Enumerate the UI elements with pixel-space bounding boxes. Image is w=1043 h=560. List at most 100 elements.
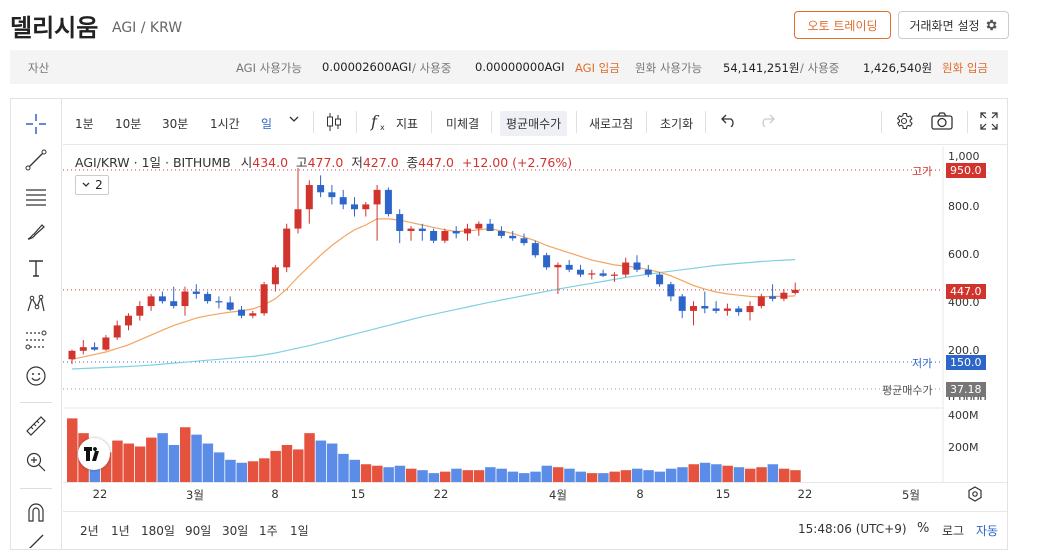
candle-body (701, 306, 709, 309)
toolbar-separator (313, 111, 314, 133)
settings-gear-icon[interactable] (894, 111, 914, 134)
ruler-icon[interactable] (22, 412, 50, 440)
volume-bar (507, 471, 519, 482)
candle-body (238, 309, 245, 316)
toolbar-separator (431, 111, 432, 133)
crosshair-icon[interactable] (22, 110, 50, 138)
unfilled-orders-button[interactable]: 미체결 (446, 117, 480, 131)
axis-settings-icon[interactable] (967, 486, 983, 505)
percent-toggle[interactable]: % (917, 521, 930, 536)
y-tick-label: 800.0 (948, 200, 980, 213)
volume-bar (180, 427, 191, 482)
log-toggle[interactable]: 로그 (942, 524, 965, 538)
volume-bar (157, 433, 168, 482)
volume-bar (202, 443, 214, 482)
agi-deposit-link[interactable]: AGI 입금 (575, 61, 620, 75)
candle-body (181, 291, 189, 307)
horizontal-lines-icon[interactable] (22, 182, 50, 210)
interval-1h[interactable]: 1시간 (210, 117, 240, 131)
candle-body (418, 228, 426, 232)
agi-available-value: 0.00002600AGI (322, 60, 412, 74)
camera-icon[interactable] (930, 111, 954, 134)
interval-30m[interactable]: 30분 (162, 117, 189, 131)
agi-available-label: AGI 사용가능 (236, 61, 302, 75)
range-1d[interactable]: 1일 (290, 524, 309, 538)
screen-settings-button[interactable]: 거래화면 설정 (898, 11, 1009, 39)
x-tick-label: 15 (350, 487, 366, 501)
range-1w[interactable]: 1주 (259, 524, 278, 538)
x-tick-label: 8 (636, 487, 644, 501)
volume-bar (530, 471, 541, 482)
range-30d[interactable]: 30일 (222, 524, 249, 538)
volume-bar (586, 473, 598, 482)
volume-bar (315, 440, 327, 482)
magnet-icon[interactable] (22, 498, 50, 526)
brush-icon[interactable] (22, 218, 50, 246)
avg-price-button[interactable]: 평균매수가 (500, 111, 568, 136)
auto-toggle[interactable]: 자동 (976, 524, 999, 538)
avg-price-line-label: 평균매수가 (882, 384, 933, 397)
chevron-down-icon[interactable] (288, 113, 300, 128)
redo-icon[interactable] (759, 113, 775, 130)
trend-line-icon[interactable] (22, 146, 50, 174)
smiley-icon[interactable] (22, 362, 50, 390)
volume-tick-label: 200M (948, 441, 979, 454)
candle-body (565, 264, 573, 270)
indicator-button[interactable]: 지표 (396, 117, 419, 131)
toolbar-separator (576, 111, 577, 133)
lock-drawing-icon[interactable] (22, 532, 50, 548)
candle-body (497, 231, 505, 236)
bottom-bar: 2년 1년 180일 90일 30일 1주 1일 15:48:06 (UTC+9… (63, 511, 1007, 549)
krw-deposit-link[interactable]: 원화 입금 (942, 61, 988, 75)
candle-body (599, 273, 607, 276)
volume-bar (281, 445, 293, 482)
interval-1d[interactable]: 일 (261, 117, 273, 131)
candle-body (113, 325, 121, 338)
auto-trading-button[interactable]: 오토 트레이딩 (794, 11, 891, 39)
range-180d[interactable]: 180일 (141, 524, 175, 538)
price-chart[interactable] (63, 146, 1007, 482)
candle-body (577, 269, 584, 275)
interval-10m[interactable]: 10분 (115, 117, 142, 131)
volume-bar (191, 434, 202, 482)
auto-trading-label: 오토 트레이딩 (807, 18, 878, 33)
indicator-collapse-button[interactable]: 2 (75, 175, 109, 195)
y-tick-label: 200.0 (948, 344, 980, 357)
krw-available-label: 원화 사용가능 (635, 61, 703, 75)
close-label: 종 (406, 155, 419, 170)
zoom-in-icon[interactable] (22, 448, 50, 476)
screen-settings-label: 거래화면 설정 (909, 18, 980, 33)
range-90d[interactable]: 90일 (185, 524, 212, 538)
volume-bar (213, 452, 225, 482)
candle-body (712, 308, 720, 311)
candlestick-icon[interactable] (325, 111, 343, 136)
pattern-icon[interactable] (22, 290, 50, 318)
candle-body (520, 238, 528, 244)
candle-body (170, 301, 178, 307)
volume-bar (372, 465, 383, 482)
volume-bar (711, 464, 722, 482)
x-tick-label: 8 (271, 487, 279, 501)
fib-retracement-icon[interactable] (22, 326, 50, 354)
asset-label: 자산 (28, 61, 50, 75)
fullscreen-icon[interactable] (980, 112, 998, 133)
candle-body (68, 350, 76, 360)
interval-1m[interactable]: 1분 (75, 117, 94, 131)
range-1y[interactable]: 1년 (111, 524, 130, 538)
coin-title: 델리시움 (10, 14, 99, 42)
candle-body (136, 306, 144, 316)
reset-button[interactable]: 초기화 (660, 117, 694, 131)
candle-body (407, 228, 415, 232)
volume-bar (665, 468, 677, 482)
tradingview-logo[interactable] (78, 438, 110, 470)
gear-icon (986, 19, 997, 31)
low-price-tag: 150.0 (946, 355, 986, 370)
text-tool-icon[interactable] (22, 254, 50, 282)
high-value: 477.0 (307, 155, 344, 170)
refresh-button[interactable]: 새로고침 (589, 117, 634, 131)
candle-body (384, 189, 392, 215)
undo-icon[interactable] (721, 113, 737, 130)
range-2y[interactable]: 2년 (80, 524, 99, 538)
